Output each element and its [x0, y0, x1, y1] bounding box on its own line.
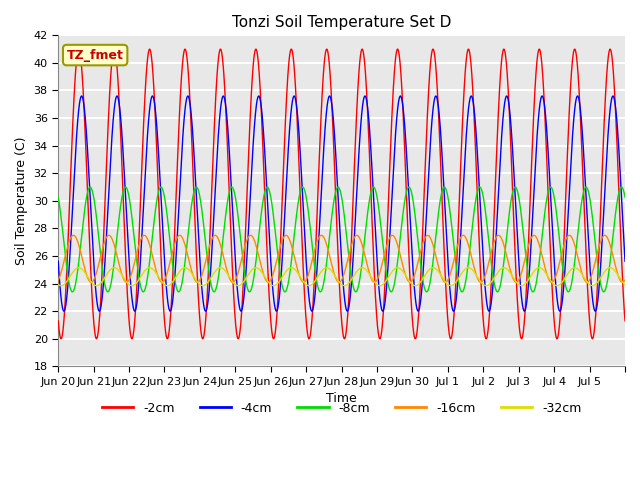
Legend: -2cm, -4cm, -8cm, -16cm, -32cm: -2cm, -4cm, -8cm, -16cm, -32cm [97, 396, 586, 420]
Title: Tonzi Soil Temperature Set D: Tonzi Soil Temperature Set D [232, 15, 451, 30]
X-axis label: Time: Time [326, 392, 357, 405]
Text: TZ_fmet: TZ_fmet [67, 48, 124, 61]
Y-axis label: Soil Temperature (C): Soil Temperature (C) [15, 137, 28, 265]
